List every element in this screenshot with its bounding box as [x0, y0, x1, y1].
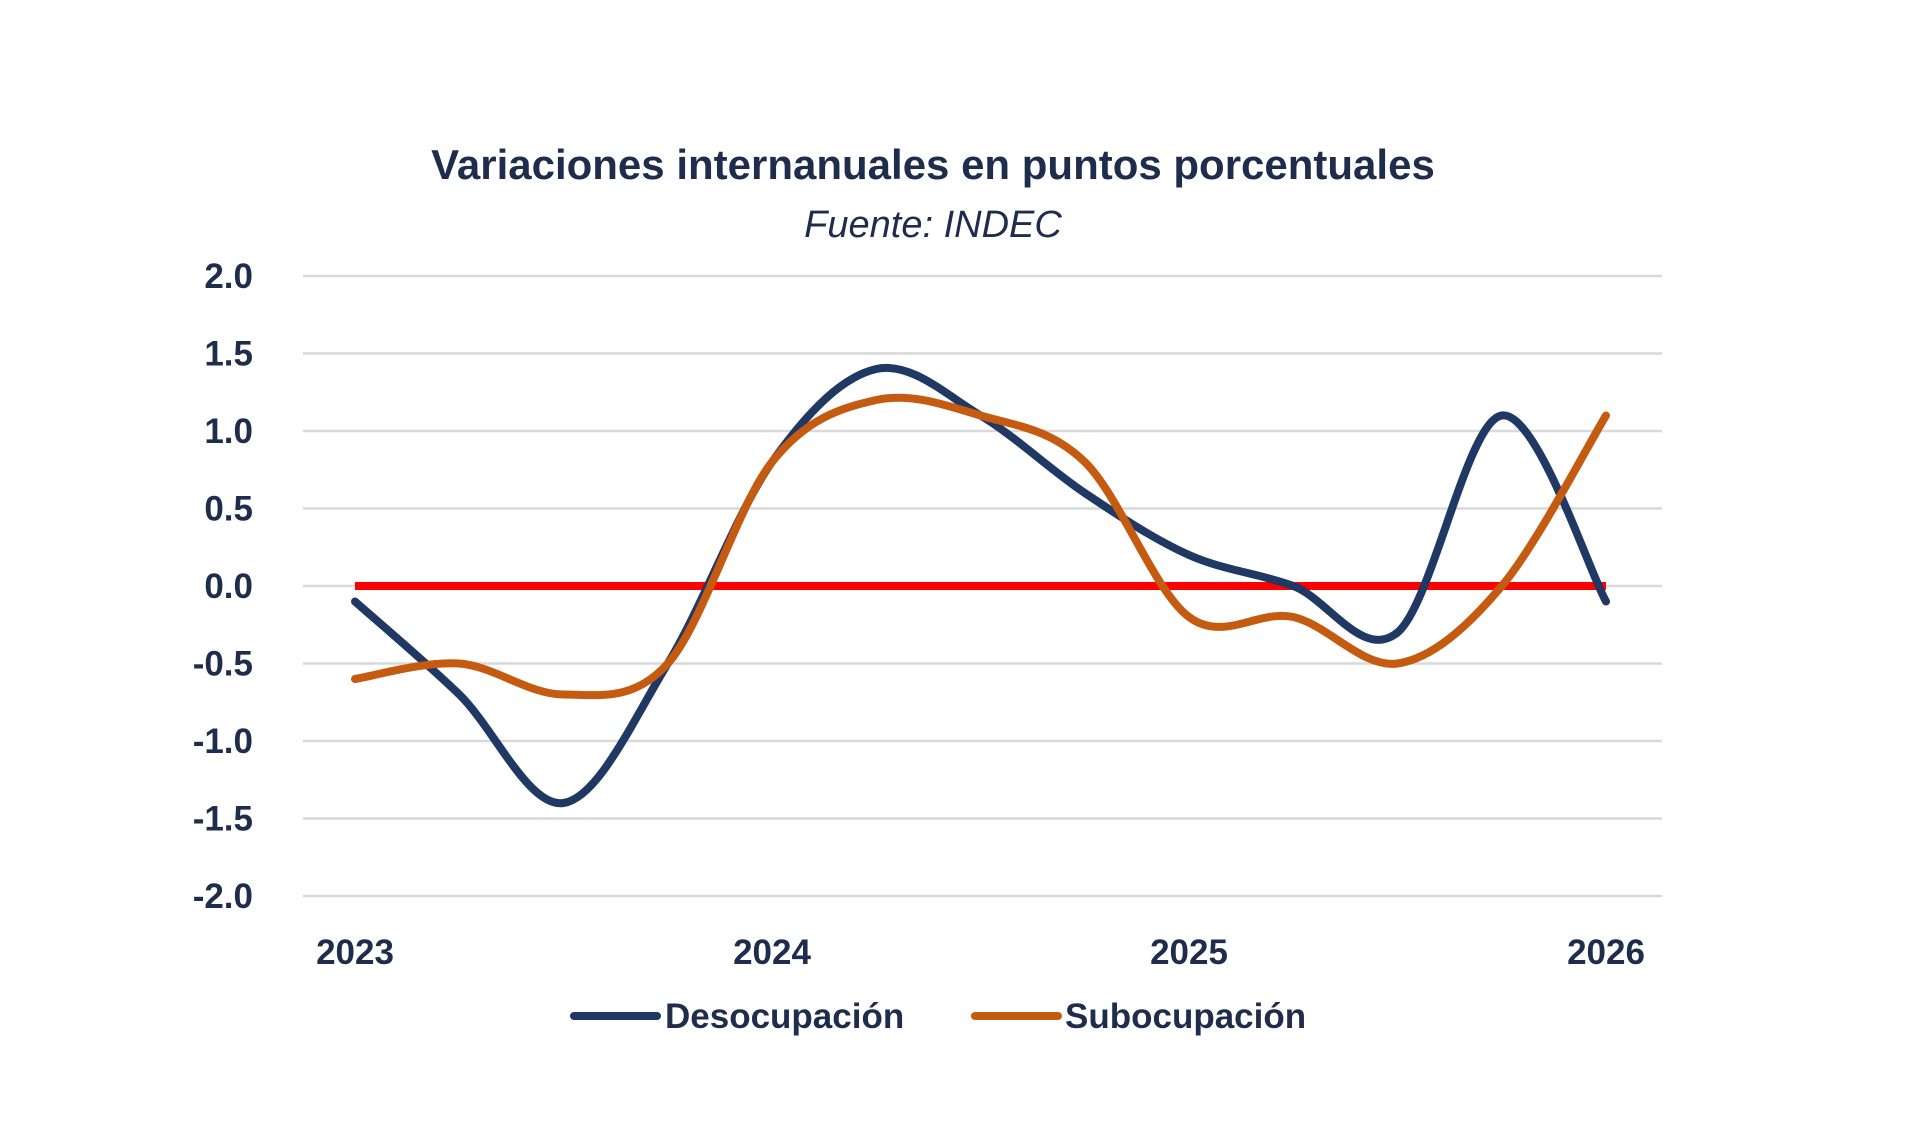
series-line-subocupacion — [351, 393, 1610, 700]
legend-label-subocupacion: Subocupación — [1065, 997, 1306, 1036]
x-tick-label: 2024 — [733, 933, 811, 972]
y-tick-label: 1.0 — [204, 412, 253, 451]
x-tick-label: 2023 — [316, 933, 394, 972]
y-tick-label: 0.0 — [204, 567, 253, 606]
y-tick-label: -1.0 — [193, 722, 253, 761]
y-axis: 2.0 1.5 1.0 0.5 0.0 -0.5 -1.0 -1.5 -2.0 — [193, 257, 253, 916]
y-tick-label: 1.5 — [204, 335, 253, 374]
legend-label-desocupacion: Desocupación — [665, 997, 904, 1036]
y-tick-label: 2.0 — [204, 257, 253, 296]
legend: Desocupación Subocupación — [570, 997, 1306, 1036]
chart-subtitle: Fuente: INDEC — [804, 204, 1062, 246]
x-axis: 2023 2024 2025 2026 — [316, 933, 1645, 972]
x-tick-label: 2025 — [1150, 933, 1228, 972]
y-tick-label: 0.5 — [204, 490, 253, 529]
y-tick-label: -2.0 — [193, 877, 253, 916]
y-tick-label: -0.5 — [193, 645, 253, 684]
x-tick-label: 2026 — [1567, 933, 1645, 972]
series-layer — [351, 363, 1610, 808]
y-tick-label: -1.5 — [193, 800, 253, 839]
chart-title: Variaciones internanuales en puntos porc… — [431, 141, 1435, 188]
